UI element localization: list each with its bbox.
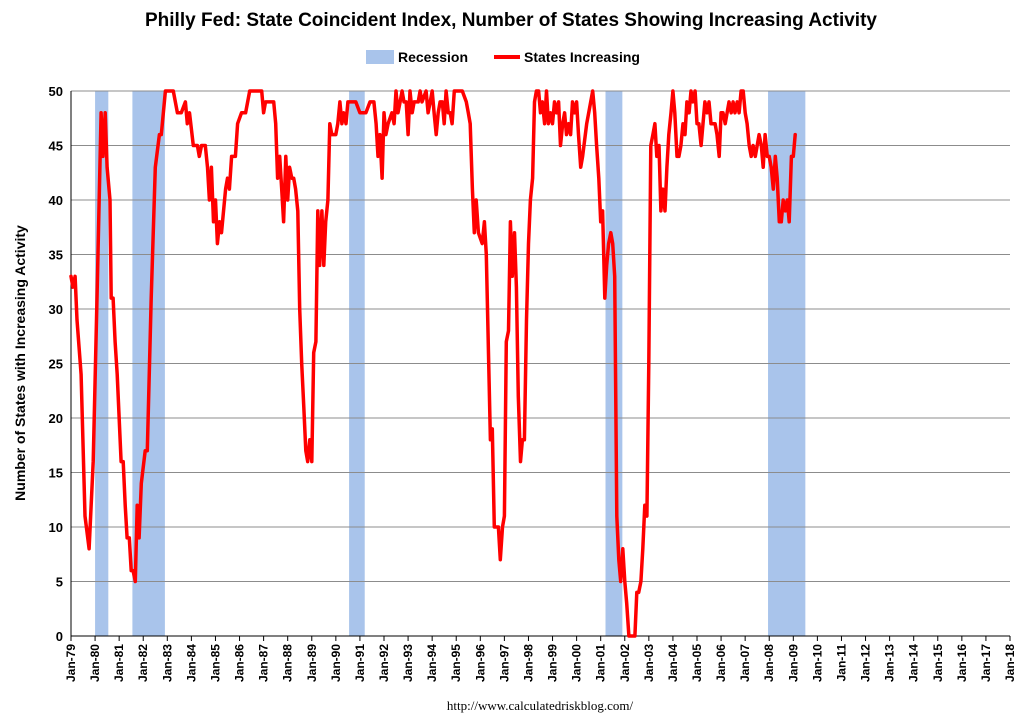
x-tick-label: Jan-10 bbox=[810, 644, 824, 682]
y-tick-label: 45 bbox=[49, 139, 63, 154]
x-tick-label: Jan-95 bbox=[449, 644, 463, 682]
x-tick-label: Jan-93 bbox=[401, 644, 415, 682]
x-tick-label: Jan-99 bbox=[546, 644, 560, 682]
x-tick-label: Jan-87 bbox=[257, 644, 271, 682]
x-tick-label: Jan-89 bbox=[305, 644, 319, 682]
x-tick-label: Jan-17 bbox=[979, 644, 993, 682]
x-tick-label: Jan-02 bbox=[618, 644, 632, 682]
legend-label-states-increasing: States Increasing bbox=[524, 49, 640, 65]
x-tick-label: Jan-13 bbox=[883, 644, 897, 682]
x-tick-label: Jan-97 bbox=[497, 644, 511, 682]
y-tick-label: 15 bbox=[49, 466, 63, 481]
x-tick-label: Jan-96 bbox=[473, 644, 487, 682]
x-tick-label: Jan-14 bbox=[907, 644, 921, 682]
x-tick-label: Jan-05 bbox=[690, 644, 704, 682]
x-tick-label: Jan-98 bbox=[521, 644, 535, 682]
x-tick-label: Jan-09 bbox=[786, 644, 800, 682]
x-tick-label: Jan-18 bbox=[1003, 644, 1017, 682]
axes: 0 5 10 15 20 25 30 35 40 45 50 Jan-79 Jan-80 Jan-81 Ja… bbox=[49, 84, 1017, 682]
y-axis-label: Number of States with Increasing Activit… bbox=[12, 225, 28, 501]
x-tick-label: Jan-90 bbox=[329, 644, 343, 682]
x-tick-label: Jan-83 bbox=[160, 644, 174, 682]
x-tick-label: Jan-86 bbox=[233, 644, 247, 682]
x-tick-label: Jan-94 bbox=[425, 644, 439, 682]
y-tick-label: 30 bbox=[49, 302, 63, 317]
series-line-states-increasing bbox=[69, 89, 797, 638]
x-tick-label: Jan-00 bbox=[570, 644, 584, 682]
y-tick-label: 20 bbox=[49, 411, 63, 426]
series-layer bbox=[69, 89, 797, 638]
x-tick-label: Jan-03 bbox=[642, 644, 656, 682]
x-tick-label: Jan-06 bbox=[714, 644, 728, 682]
legend-label-recession: Recession bbox=[398, 49, 468, 65]
x-tick-label: Jan-92 bbox=[377, 644, 391, 682]
x-tick-label: Jan-81 bbox=[112, 644, 126, 682]
x-tick-label: Jan-12 bbox=[859, 644, 873, 682]
x-tick-label: Jan-91 bbox=[353, 644, 367, 682]
x-tick-label: Jan-85 bbox=[208, 644, 222, 682]
x-tick-label: Jan-01 bbox=[594, 644, 608, 682]
x-tick-label: Jan-04 bbox=[666, 644, 680, 682]
source-url: http://www.calculatedriskblog.com/ bbox=[447, 698, 634, 713]
chart-title: Philly Fed: State Coincident Index, Numb… bbox=[145, 10, 877, 31]
y-tick-label: 50 bbox=[49, 84, 63, 99]
y-tick-label: 25 bbox=[49, 357, 63, 372]
legend: Recession States Increasing bbox=[366, 49, 640, 65]
x-tick-label: Jan-88 bbox=[281, 644, 295, 682]
y-tick-label: 40 bbox=[49, 193, 63, 208]
x-tick-label: Jan-80 bbox=[88, 644, 102, 682]
legend-swatch-recession bbox=[366, 50, 394, 64]
x-tick-label: Jan-16 bbox=[955, 644, 969, 682]
x-tick-label: Jan-84 bbox=[184, 644, 198, 682]
x-tick-label: Jan-79 bbox=[64, 644, 78, 682]
x-tick-label: Jan-07 bbox=[738, 644, 752, 682]
y-tick-label: 10 bbox=[49, 520, 63, 535]
gridlines bbox=[71, 90, 1010, 582]
y-tick-label: 35 bbox=[49, 248, 63, 263]
x-tick-label: Jan-11 bbox=[834, 644, 848, 682]
y-tick-label: 0 bbox=[56, 629, 63, 644]
x-tick-label: Jan-08 bbox=[762, 644, 776, 682]
y-tick-label: 5 bbox=[56, 575, 63, 590]
x-tick-label: Jan-82 bbox=[136, 644, 150, 682]
x-tick-label: Jan-15 bbox=[931, 644, 945, 682]
